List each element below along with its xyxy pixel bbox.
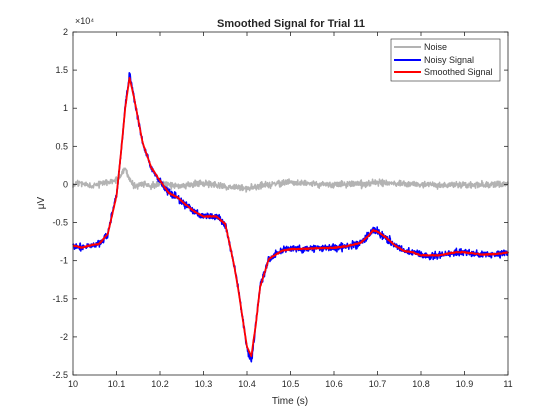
x-tick-label: 10.6 bbox=[325, 379, 343, 389]
y-tick-label: -2 bbox=[60, 332, 68, 342]
y-tick-label: 1.5 bbox=[55, 65, 68, 75]
series-layer bbox=[72, 72, 509, 363]
x-tick-label: 10.4 bbox=[238, 379, 256, 389]
y-exponent-label: ×10⁴ bbox=[75, 16, 94, 26]
legend-label-noise: Noise bbox=[424, 42, 447, 52]
x-tick-label: 10.7 bbox=[369, 379, 387, 389]
x-tick-label: 10.3 bbox=[195, 379, 213, 389]
plot-area: 10 10.1 10.2 10.3 10.4 10.5 10.6 10.7 10.8 10.9 11… bbox=[52, 27, 512, 389]
chart-title: Smoothed Signal for Trial 11 bbox=[217, 18, 365, 30]
x-tick-label: 10.9 bbox=[456, 379, 474, 389]
axes-background bbox=[73, 32, 508, 375]
y-tick-label: 2 bbox=[63, 27, 68, 37]
y-tick-label: -1 bbox=[60, 256, 68, 266]
y-axis-label: μV bbox=[36, 196, 47, 209]
x-tick-label: 11 bbox=[503, 379, 512, 389]
x-tick-label: 10.2 bbox=[151, 379, 169, 389]
y-tick-label: 0.5 bbox=[55, 141, 68, 151]
y-tick-label: -0.5 bbox=[52, 218, 68, 228]
x-axis-label: Time (s) bbox=[272, 396, 308, 407]
x-tick-label: 10.5 bbox=[282, 379, 300, 389]
y-tick-label: 1 bbox=[63, 103, 68, 113]
legend: Noise Noisy Signal Smoothed Signal bbox=[390, 38, 501, 82]
y-tick-label: 0 bbox=[63, 179, 68, 189]
x-tick-label: 10 bbox=[68, 379, 78, 389]
series-line-noise bbox=[72, 167, 509, 193]
legend-label-smoothed-signal: Smoothed Signal bbox=[424, 67, 493, 77]
x-tick-label: 10.8 bbox=[412, 379, 430, 389]
x-tick-label: 10.1 bbox=[108, 379, 126, 389]
y-tick-label: -2.5 bbox=[52, 370, 68, 380]
tick-layer: 10 10.1 10.2 10.3 10.4 10.5 10.6 10.7 10.8 10.9 11… bbox=[52, 27, 512, 389]
y-tick-label: -1.5 bbox=[52, 294, 68, 304]
legend-label-noisy-signal: Noisy Signal bbox=[424, 55, 474, 65]
series-line-smoothed-signal bbox=[72, 77, 509, 358]
